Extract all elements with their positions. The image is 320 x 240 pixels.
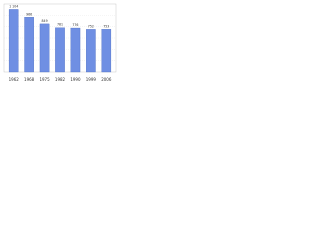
x-tick-label: 1982 [55,77,66,82]
value-label: 776 [72,23,78,27]
bar [39,23,50,73]
value-label: 966 [26,12,32,16]
chart: 1962 1 104 1968 966 1975 849 1982 781 1990 776 199… [3,3,117,82]
x-tick-label: 2006 [101,77,112,82]
x-tick-label: 1962 [9,77,20,82]
x-tick-label: 1968 [24,77,35,82]
value-label: 753 [103,24,109,28]
value-label: 781 [57,23,63,27]
value-label: 849 [42,19,48,23]
x-tick-label: 1990 [70,77,81,82]
x-tick-label: 1975 [39,77,50,82]
bar [55,27,65,73]
value-label: 752 [88,24,94,28]
bar [70,27,81,73]
x-tick-label: 1999 [86,77,97,82]
bar [8,9,19,73]
bar [24,17,34,73]
bar [86,29,96,73]
value-label: 1 104 [9,4,18,8]
bar [101,29,112,73]
